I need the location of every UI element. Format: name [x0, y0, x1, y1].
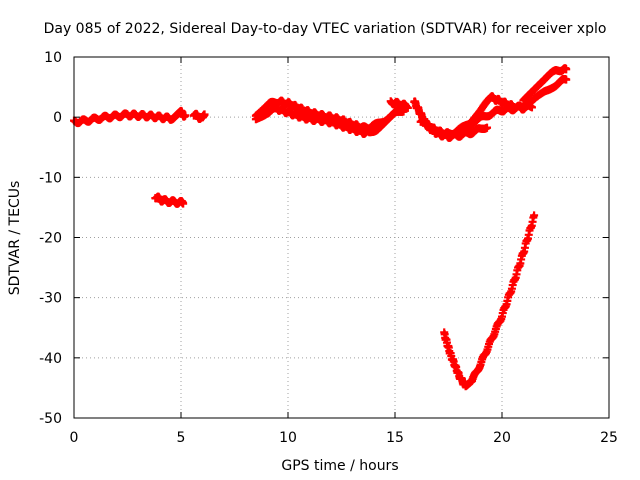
y-tick-label: -50 — [39, 411, 62, 427]
axis-ticks: 0 5 10 15 20 25 -50 -40 -30 -20 -10 0 10 — [39, 50, 618, 446]
x-tick-label: 15 — [386, 430, 404, 446]
y-tick-label: -40 — [39, 351, 62, 367]
y-tick-label: 0 — [53, 110, 62, 126]
x-axis-label: GPS time / hours — [281, 458, 398, 474]
data-point — [200, 110, 209, 119]
x-tick-label: 5 — [177, 430, 186, 446]
series-trace-j — [519, 64, 571, 105]
y-tick-label: 10 — [44, 50, 62, 66]
x-tick-label: 20 — [493, 430, 511, 446]
series-trace-b — [189, 109, 209, 123]
series-trace-e — [251, 104, 408, 138]
data-point — [562, 65, 571, 74]
data-series — [70, 64, 571, 391]
data-point — [181, 111, 190, 120]
data-point — [483, 123, 492, 132]
data-point — [179, 199, 188, 208]
data-point — [530, 211, 539, 220]
x-tick-label: 10 — [279, 430, 297, 446]
y-tick-label: -20 — [39, 231, 62, 247]
data-point — [562, 75, 571, 84]
series-trace-f — [386, 97, 412, 112]
grid-lines — [74, 57, 609, 418]
y-tick-label: -10 — [39, 170, 62, 186]
chart-title: Day 085 of 2022, Sidereal Day-to-day VTE… — [44, 21, 607, 37]
series-trace-a — [70, 106, 190, 128]
x-tick-label: 0 — [70, 430, 79, 446]
x-tick-label: 25 — [600, 430, 618, 446]
series-trace-i — [463, 74, 571, 133]
y-axis-label: SDTVAR / TECUs — [7, 181, 23, 296]
series-trace-c — [151, 192, 188, 208]
y-tick-label: -30 — [39, 291, 62, 307]
data-point — [403, 103, 412, 112]
series-trace-k — [440, 211, 539, 391]
